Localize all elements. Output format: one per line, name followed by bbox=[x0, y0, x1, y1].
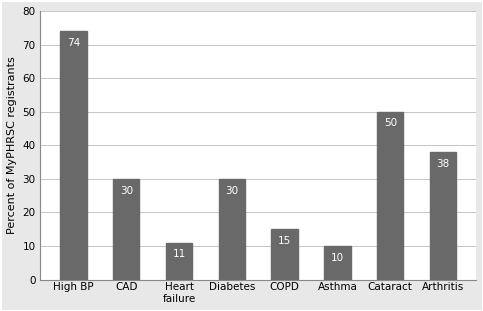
Bar bbox=[430, 152, 456, 280]
Bar bbox=[113, 179, 140, 280]
Bar bbox=[324, 246, 351, 280]
Text: 11: 11 bbox=[172, 249, 185, 259]
Text: 74: 74 bbox=[67, 38, 80, 48]
Text: 50: 50 bbox=[384, 118, 397, 128]
Bar bbox=[377, 112, 403, 280]
Text: 30: 30 bbox=[225, 186, 239, 196]
Bar bbox=[271, 229, 298, 280]
Text: 38: 38 bbox=[437, 159, 450, 169]
Bar bbox=[166, 243, 192, 280]
Y-axis label: Percent of MyPHRSC registrants: Percent of MyPHRSC registrants bbox=[7, 56, 17, 234]
Text: 30: 30 bbox=[120, 186, 133, 196]
Bar bbox=[60, 31, 86, 280]
Bar bbox=[219, 179, 245, 280]
Text: 15: 15 bbox=[278, 236, 291, 246]
Text: 10: 10 bbox=[331, 253, 344, 263]
